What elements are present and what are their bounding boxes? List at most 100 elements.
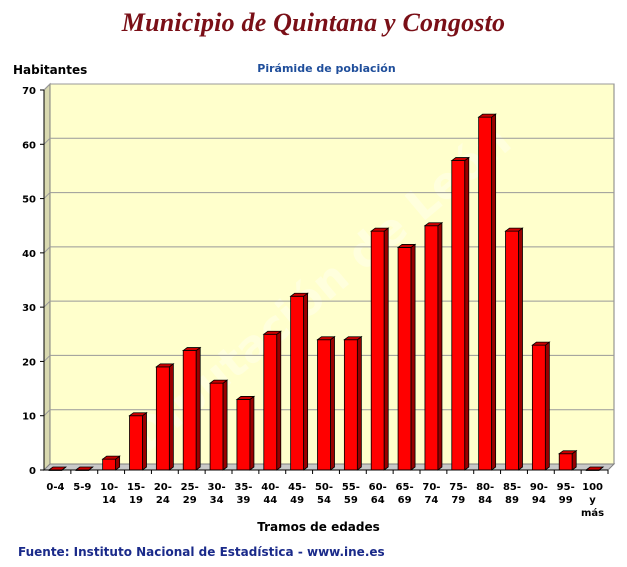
x-tick-label: 85-89	[503, 482, 521, 506]
bar	[128, 411, 148, 471]
x-tick-label: 0-4	[46, 482, 64, 493]
bar-side	[544, 341, 550, 471]
bar	[155, 363, 175, 471]
chart-subtitle: Pirámide de población	[257, 62, 396, 75]
bar-front	[558, 453, 573, 471]
page-title: Municipio de Quintana y Congosto	[121, 8, 506, 37]
bar-front	[505, 230, 519, 471]
x-tick-label: 65-69	[396, 482, 414, 506]
bar-side	[518, 227, 523, 471]
gridline-diagonal	[43, 192, 51, 199]
bar-front	[182, 350, 197, 471]
bar	[101, 455, 121, 471]
x-axis-title: Tramos de edades	[257, 520, 380, 534]
x-tick-label: 75-79	[449, 482, 467, 506]
y-tick-label: 50	[22, 195, 36, 206]
y-axis-title: Habitantes	[13, 63, 88, 77]
gridline-diagonal	[43, 246, 51, 254]
bar-top	[155, 363, 175, 368]
bar	[558, 449, 578, 471]
bar-side	[330, 335, 335, 471]
bar-front	[343, 339, 358, 471]
gridline-diagonal	[43, 83, 51, 91]
bar-top	[450, 157, 470, 161]
bar	[450, 156, 470, 471]
x-tick-label: 55-59	[342, 482, 360, 506]
bar	[262, 330, 282, 471]
bar-front	[451, 160, 466, 471]
bar	[396, 243, 417, 471]
bar-front	[263, 333, 278, 471]
bar-top	[396, 244, 417, 248]
gridline-diagonal	[43, 137, 51, 145]
bar-top	[558, 450, 578, 455]
bar-side	[249, 395, 255, 471]
y-tick-label: 40	[22, 249, 36, 260]
bar	[423, 221, 444, 471]
bar	[182, 346, 202, 471]
bar-front	[424, 225, 439, 471]
bar-side	[356, 335, 362, 471]
bar-top	[182, 347, 202, 351]
bar-side	[383, 227, 389, 471]
bar-side	[303, 292, 309, 471]
x-tick-label: 35-39	[234, 482, 252, 506]
bar	[235, 395, 256, 471]
bar-top	[477, 113, 497, 118]
bar-top	[101, 455, 121, 460]
bar-top	[289, 292, 309, 297]
bar-top	[423, 222, 444, 227]
bar	[504, 227, 524, 471]
bar-front	[317, 339, 331, 471]
bar-side	[168, 363, 174, 471]
x-tick-label: 25-29	[181, 482, 199, 506]
x-tick-label: 90-94	[530, 482, 548, 506]
bar-front	[102, 458, 117, 471]
bar-top	[262, 330, 282, 335]
gridline-diagonal	[43, 409, 51, 417]
bar-front	[290, 295, 305, 471]
bar-top	[316, 336, 336, 341]
gridline-diagonal	[43, 355, 51, 362]
x-tick-label: 70-74	[422, 482, 440, 506]
bar	[370, 227, 390, 471]
bar-front	[209, 382, 224, 471]
x-tick-label: 80-84	[476, 482, 494, 506]
gridline-diagonal	[43, 300, 51, 308]
bar-top	[343, 336, 363, 341]
bar-front	[370, 230, 385, 471]
bar-top	[370, 227, 390, 232]
y-tick-label: 30	[22, 303, 36, 314]
x-tick-label: 20-24	[154, 482, 172, 506]
x-tick-label: 100 y más	[581, 482, 604, 519]
y-tick-label: 20	[22, 357, 36, 368]
x-tick-label: 5-9	[73, 482, 91, 493]
bar-top	[208, 379, 229, 384]
bar-top	[531, 341, 551, 346]
bar-front	[155, 366, 170, 471]
x-tick-label: 15-19	[127, 482, 145, 506]
x-tick-label: 95-99	[557, 482, 575, 506]
y-tick-label: 0	[29, 466, 36, 477]
y-tick-label: 70	[22, 86, 36, 97]
bar-front	[129, 415, 143, 471]
bar	[208, 379, 229, 471]
bar-top	[235, 396, 256, 400]
source-footer: Fuente: Instituto Nacional de Estadístic…	[18, 545, 385, 559]
bar	[343, 335, 363, 471]
bar	[477, 113, 497, 471]
x-tick-label: 45-49	[288, 482, 306, 506]
bar-front	[478, 116, 493, 471]
bar-side	[437, 221, 443, 471]
bar-front	[236, 399, 251, 471]
bar-side	[276, 330, 282, 471]
x-tick-label: 30-34	[208, 482, 226, 506]
y-tick-label: 10	[22, 412, 36, 423]
x-tick-label: 60-64	[369, 482, 387, 506]
x-tick-label: 50-54	[315, 482, 333, 506]
bar-side	[410, 243, 416, 471]
x-tick-label: 40-44	[261, 482, 279, 506]
bar-side	[464, 156, 470, 471]
bar	[289, 292, 309, 471]
